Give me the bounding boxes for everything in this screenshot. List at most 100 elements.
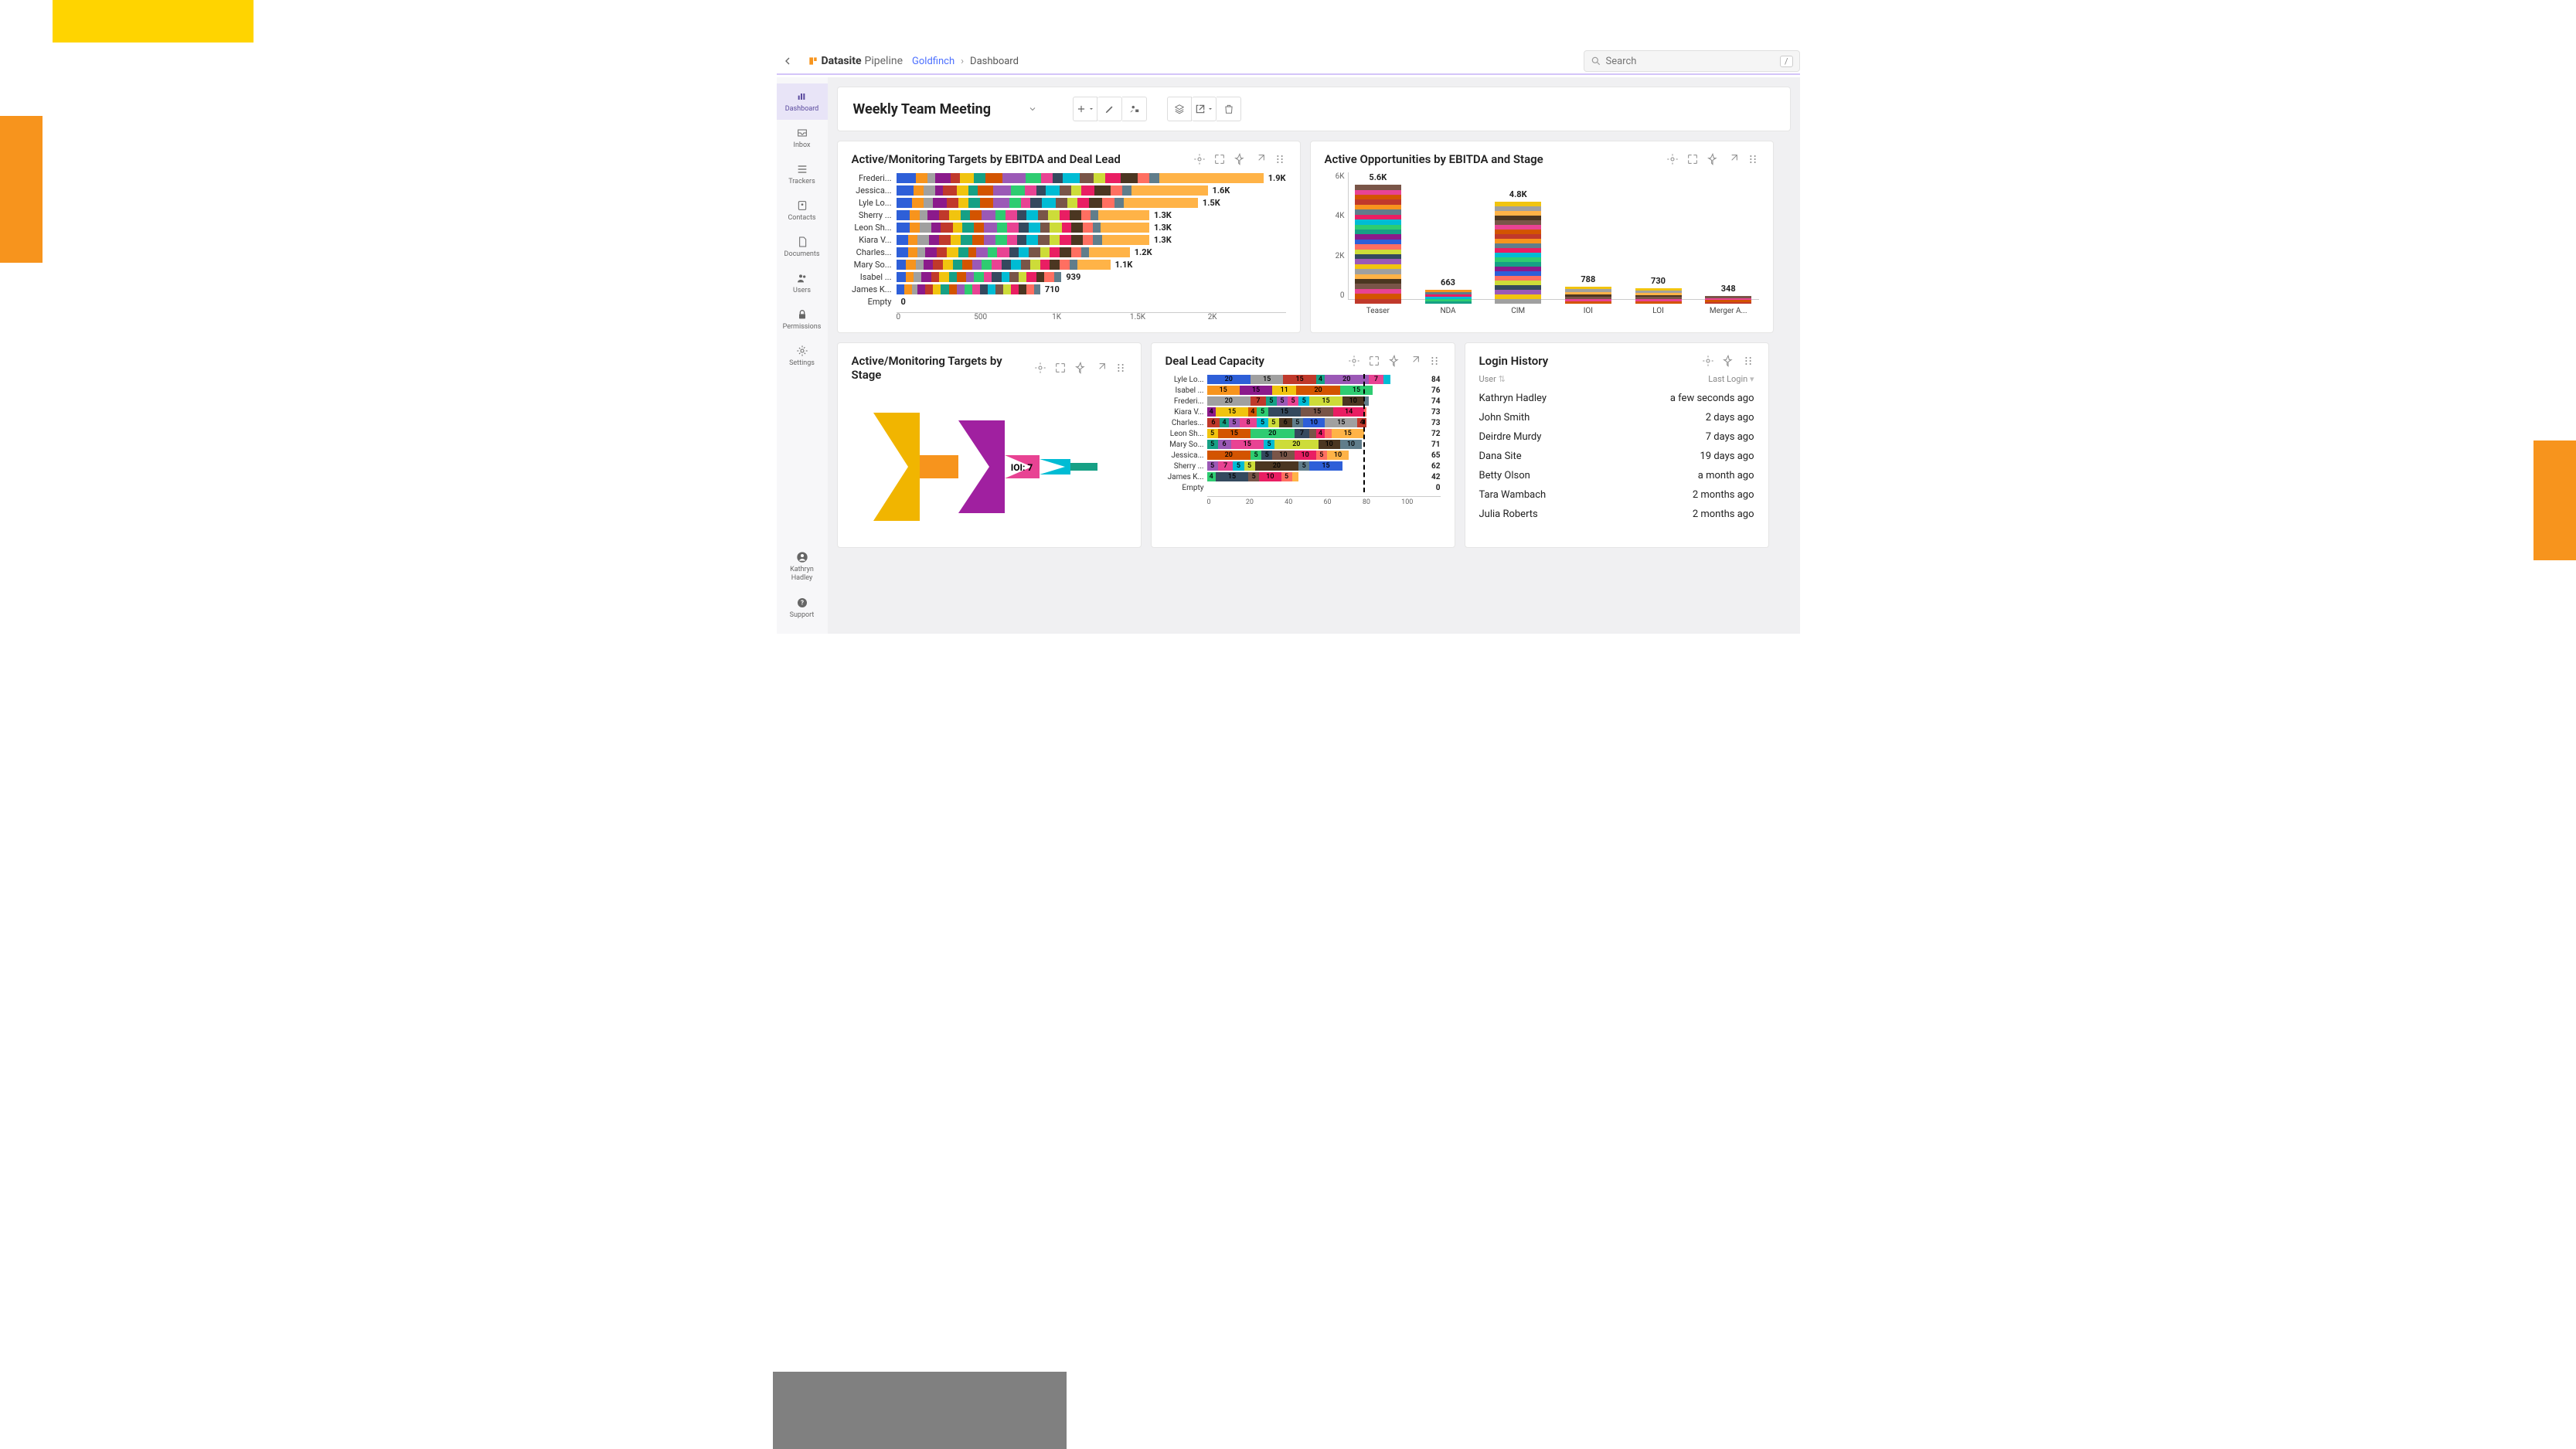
brand-product: Pipeline <box>865 55 903 67</box>
nav-dashboard[interactable]: Dashboard <box>777 83 828 120</box>
nav-contacts[interactable]: Contacts <box>777 192 828 229</box>
hbar-label: Mary So... <box>852 260 897 270</box>
edit-button[interactable] <box>1097 97 1122 121</box>
hbar-segment <box>1071 247 1081 257</box>
drag-handle-icon[interactable] <box>1274 153 1286 165</box>
export-button[interactable] <box>1192 97 1217 121</box>
hbar-segment <box>1030 198 1042 208</box>
col-last-header[interactable]: Last Login ▾ <box>1708 374 1754 384</box>
chart2-body: 6K4K2K0 5.6KTeaser663NDA4.8KCIM788IOI730… <box>1348 172 1759 315</box>
nav-label: Users <box>793 287 811 294</box>
axis-tick: 20 <box>1246 498 1285 506</box>
drag-handle-icon[interactable] <box>1114 362 1127 374</box>
cap-segment: 4 <box>1207 472 1216 481</box>
login-row: Betty Olsona month ago <box>1479 466 1754 485</box>
target-line <box>1363 374 1393 492</box>
hbar-segment <box>1083 235 1093 245</box>
hbar-segment <box>984 235 995 245</box>
pin-icon[interactable] <box>1234 153 1246 165</box>
hbar-segment <box>1017 235 1027 245</box>
login-last: 7 days ago <box>1706 431 1754 443</box>
cap-segment: 10 <box>1272 451 1294 460</box>
hbar-segment <box>927 210 939 220</box>
hbar-segment <box>1149 173 1159 183</box>
vbar-segment <box>1635 301 1682 304</box>
external-link-icon[interactable] <box>1254 153 1266 165</box>
drag-handle-icon[interactable] <box>1747 153 1759 165</box>
add-button[interactable] <box>1073 97 1097 121</box>
cap-segment: 15 <box>1268 407 1301 417</box>
vbar-column: 730LOI <box>1628 288 1689 315</box>
delete-button[interactable] <box>1217 97 1241 121</box>
title-dropdown[interactable] <box>1020 97 1045 121</box>
cap-segment: 15 <box>1231 440 1264 449</box>
expand-icon[interactable] <box>1368 355 1380 367</box>
pin-icon[interactable] <box>1707 153 1719 165</box>
gear-icon[interactable] <box>1193 153 1206 165</box>
hbar-segment <box>962 223 974 233</box>
hbar-segment <box>931 223 941 233</box>
cap-segment: 5 <box>1277 396 1288 406</box>
cap-segment: 5 <box>1316 451 1327 460</box>
hbar-segment <box>920 223 931 233</box>
search-box[interactable]: / <box>1584 50 1800 72</box>
pin-icon[interactable] <box>1722 355 1734 367</box>
cap-segment: 5 <box>1288 396 1298 406</box>
hbar-segment <box>949 210 961 220</box>
login-last: a month ago <box>1698 470 1754 481</box>
hbar-row: Empty0 <box>852 296 1286 308</box>
gear-icon[interactable] <box>1348 355 1360 367</box>
cap-segment: 15 <box>1309 396 1342 406</box>
nav-label: Dashboard <box>785 105 819 113</box>
gear-icon[interactable] <box>1034 362 1046 374</box>
cap-segment: 5 <box>1268 418 1279 427</box>
external-link-icon[interactable] <box>1094 362 1107 374</box>
vbar-segment <box>1565 301 1611 304</box>
hbar-segment <box>992 272 1002 282</box>
pin-icon[interactable] <box>1388 355 1400 367</box>
axis-tick: 0 <box>1325 291 1345 300</box>
drag-handle-icon[interactable] <box>1742 355 1754 367</box>
nav-users[interactable]: Users <box>777 265 828 301</box>
pin-icon[interactable] <box>1074 362 1087 374</box>
expand-icon[interactable] <box>1686 153 1699 165</box>
search-input[interactable] <box>1606 56 1780 67</box>
nav-documents[interactable]: Documents <box>777 229 828 265</box>
hbar-segment <box>1007 223 1019 233</box>
hbar-value: 1.1K <box>1115 260 1133 270</box>
back-button[interactable] <box>777 50 798 72</box>
col-user-header[interactable]: User ⇅ <box>1479 374 1709 384</box>
hbar-value: 1.3K <box>1154 223 1172 233</box>
hbar-segment <box>906 260 916 270</box>
cap-segment: 10 <box>1342 396 1364 406</box>
hbar-segment <box>897 284 904 294</box>
expand-icon[interactable] <box>1213 153 1226 165</box>
hbar-value: 1.3K <box>1154 210 1172 220</box>
funnel-label: IOI: 7 <box>1010 462 1033 473</box>
nav-support[interactable]: ? Support <box>777 590 828 626</box>
external-link-icon[interactable] <box>1727 153 1739 165</box>
hbar-row: Frederi...1.9K <box>852 172 1286 184</box>
layers-button[interactable] <box>1167 97 1192 121</box>
breadcrumb-link[interactable]: Goldfinch <box>912 56 955 67</box>
vbar-xlabel: IOI <box>1584 307 1593 315</box>
gear-icon[interactable] <box>1666 153 1679 165</box>
hbar-segment <box>1121 173 1138 183</box>
hbar-segment <box>1083 223 1093 233</box>
expand-icon[interactable] <box>1054 362 1067 374</box>
hbar-segment <box>1009 198 1021 208</box>
gear-icon[interactable] <box>1702 355 1714 367</box>
axis-tick: 80 <box>1363 498 1401 506</box>
share-button[interactable] <box>1122 97 1147 121</box>
vbar-xlabel: Teaser <box>1366 307 1390 315</box>
cap-total: 72 <box>1431 430 1440 438</box>
nav-trackers[interactable]: Trackers <box>777 156 828 192</box>
nav-settings[interactable]: Settings <box>777 338 828 374</box>
nav-inbox[interactable]: Inbox <box>777 120 828 156</box>
cap-total: 71 <box>1431 440 1440 449</box>
nav-user-profile[interactable]: Kathryn Hadley <box>777 544 828 590</box>
hbar-segment <box>1044 272 1054 282</box>
nav-permissions[interactable]: Permissions <box>777 301 828 338</box>
drag-handle-icon[interactable] <box>1428 355 1441 367</box>
external-link-icon[interactable] <box>1408 355 1421 367</box>
